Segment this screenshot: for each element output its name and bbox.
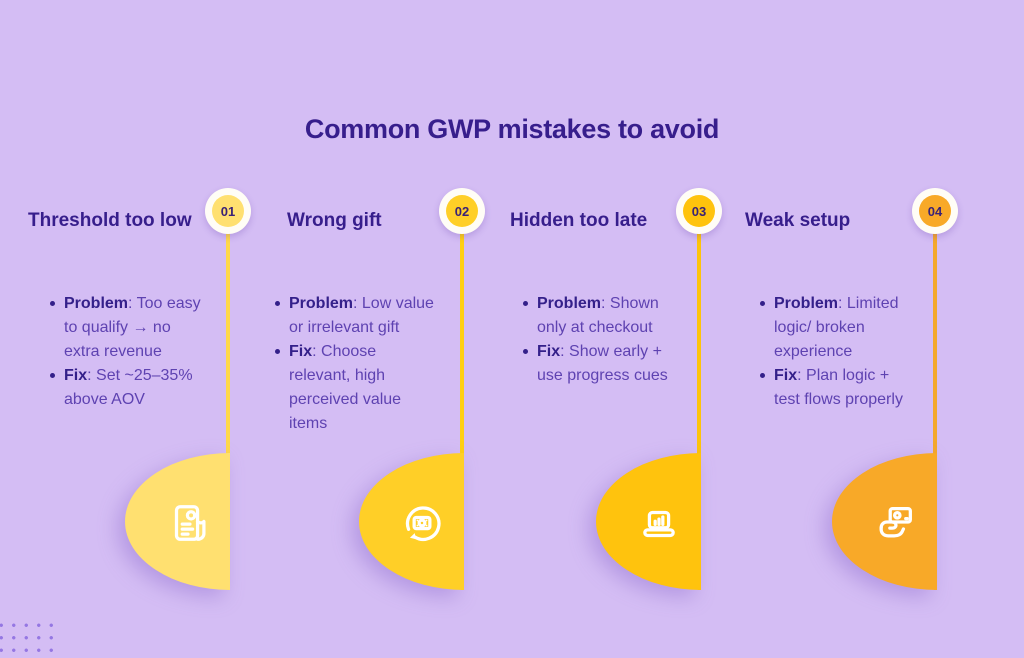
step-badge: 03	[676, 188, 722, 234]
step-badge: 02	[439, 188, 485, 234]
bullet-fix: Fix: Plan logic + test flows properly	[760, 364, 969, 412]
bullet-problem: Problem: Limited logic/ broken experienc…	[760, 292, 969, 364]
bullet-fix: Fix: Show early + use progress cues	[523, 340, 732, 388]
bullet-fix: Fix: Set ~25–35% above AOV	[50, 364, 259, 412]
bullet-problem: Problem: Shown only at checkout	[523, 292, 732, 340]
invoice-icon	[165, 500, 211, 546]
half-circle-decoration	[832, 453, 937, 590]
step-number: 04	[927, 203, 943, 219]
column-heading: Wrong gift	[287, 210, 382, 231]
step-badge: 04	[912, 188, 958, 234]
step-badge: 01	[205, 188, 251, 234]
bullet-problem: Problem: Too easy to qualify → no extra …	[50, 292, 259, 364]
step-number: 02	[454, 203, 470, 219]
laptop-chart-icon	[636, 500, 682, 546]
badge-circle	[446, 195, 478, 227]
money-cycle-icon	[399, 500, 445, 546]
column-heading: Weak setup	[745, 210, 851, 231]
badge-circle	[919, 195, 951, 227]
half-circle-decoration	[359, 453, 464, 590]
timeline-connector	[697, 232, 701, 590]
column-heading: Hidden too late	[510, 210, 648, 231]
column-heading: Threshold too low	[28, 210, 192, 231]
bullet-problem: Problem: Low value or irrelevant gift	[275, 292, 484, 340]
column-bullets: Problem: Low value or irrelevant gift Fi…	[275, 292, 484, 436]
timeline-connector	[460, 232, 464, 590]
half-circle-decoration	[596, 453, 701, 590]
dot-grid-decoration	[0, 619, 61, 658]
column-bullets: Problem: Too easy to qualify → no extra …	[50, 292, 259, 412]
column-bullets: Problem: Limited logic/ broken experienc…	[760, 292, 969, 412]
timeline-connector	[226, 232, 230, 590]
hand-money-icon	[872, 500, 918, 546]
timeline-connector	[933, 232, 937, 590]
page-title: Common GWP mistakes to avoid	[304, 114, 720, 144]
half-circle-decoration	[125, 453, 230, 590]
bullet-fix: Fix: Choose relevant, high perceived val…	[275, 340, 484, 436]
column-bullets: Problem: Shown only at checkout Fix: Sho…	[523, 292, 732, 388]
badge-circle	[212, 195, 244, 227]
badge-circle	[683, 195, 715, 227]
step-number: 01	[220, 203, 236, 219]
step-number: 03	[691, 203, 707, 219]
